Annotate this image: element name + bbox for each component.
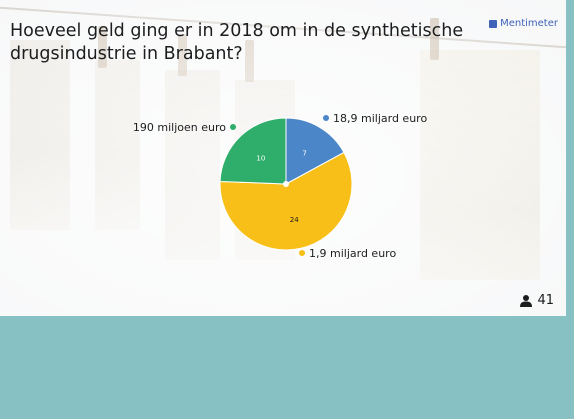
legend-marker <box>299 250 305 256</box>
brand-logo: Mentimeter <box>489 18 558 29</box>
legend-label: 18,9 miljard euro <box>333 112 427 125</box>
slide: Hoeveel geld ging er in 2018 om in de sy… <box>0 0 566 316</box>
legend-label: 190 miljoen euro <box>133 121 226 134</box>
pie-center-dot <box>283 181 289 187</box>
pie-slice <box>285 117 345 185</box>
mentimeter-logo-icon <box>489 19 498 28</box>
pie-value-label: 10 <box>256 154 265 162</box>
respondent-count: 41 <box>519 293 554 308</box>
person-icon <box>520 295 533 307</box>
page-title: Hoeveel geld ging er in 2018 om in de sy… <box>10 21 464 64</box>
pie-slice <box>219 117 287 185</box>
pie-value-label: 24 <box>290 216 299 224</box>
pie-chart: 7 24 10 18,9 miljard euro 1,9 miljard euro 1… <box>133 112 428 260</box>
pie-slice <box>219 151 353 251</box>
legend-label: 1,9 miljard euro <box>309 247 396 260</box>
pie-value-label: 7 <box>302 149 306 157</box>
respondent-count-value: 41 <box>537 293 554 308</box>
brand-name: Mentimeter <box>500 18 558 29</box>
legend-marker <box>230 124 236 130</box>
legend-marker <box>323 115 329 121</box>
